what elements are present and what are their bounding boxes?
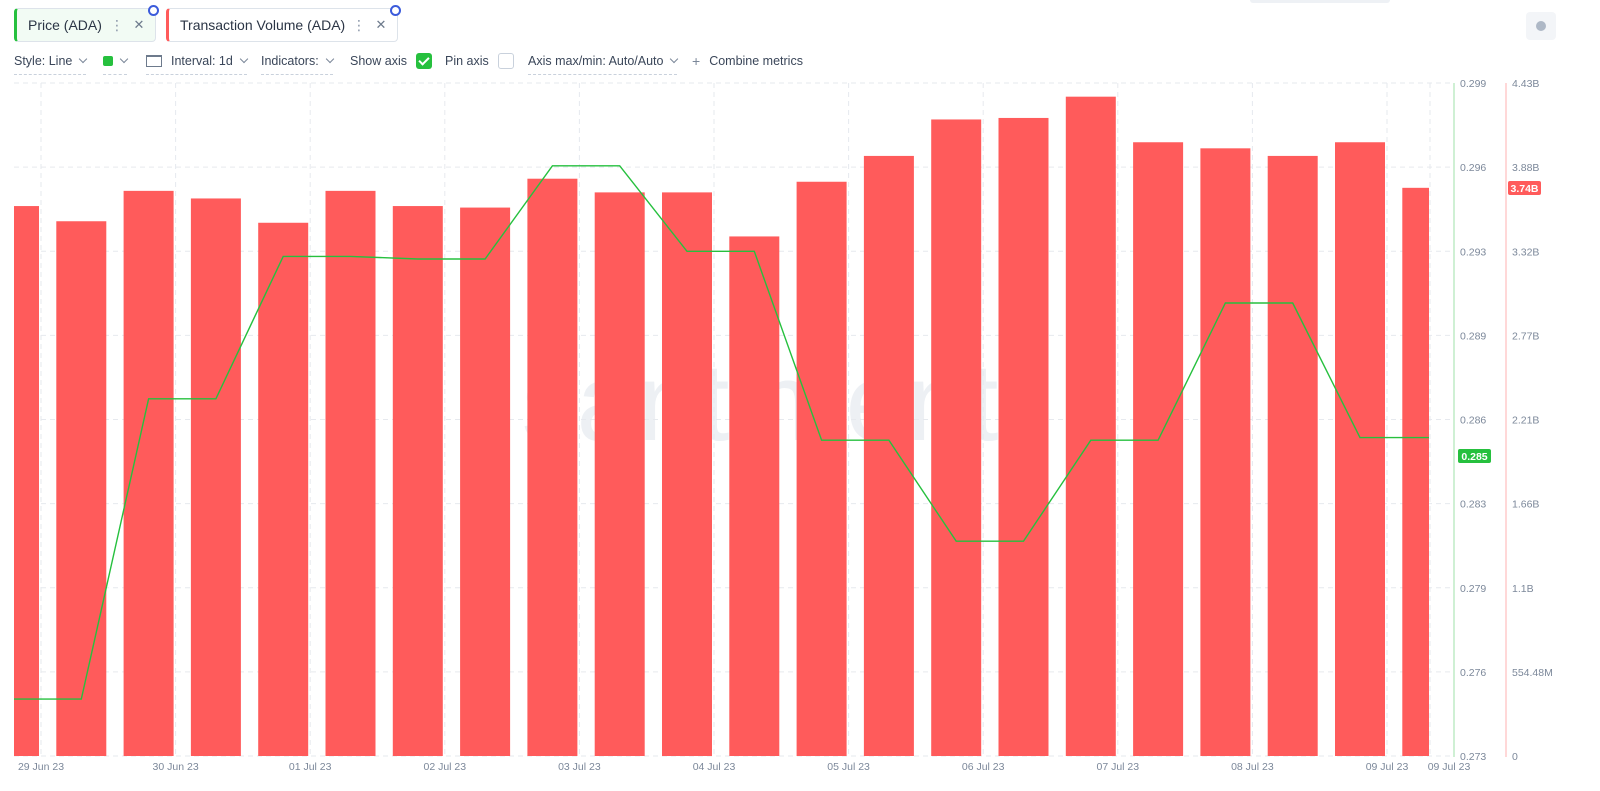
price-tick-label: 0.296 [1460,162,1486,174]
volume-bar [1335,142,1385,757]
volume-tick-label: 2.77B [1512,330,1539,342]
volume-bar [258,222,309,756]
volume-bar [123,190,174,756]
interval-dropdown[interactable]: Interval: 1d [146,52,249,75]
volume-axis: 4.43B 3.88B 3.32B 2.77B 2.21B 1.66B 1.1B 554.48… [1512,78,1553,763]
volume-bar [729,236,780,756]
show-axis-checkbox[interactable] [415,53,432,69]
interval-icon [146,55,162,67]
volume-bar [1402,187,1429,757]
price-tick-label: 0.299 [1460,78,1486,90]
price-tick-label: 0.286 [1460,415,1486,427]
settings-gear-icon[interactable] [148,5,159,16]
price-axis: 0.299 0.296 0.293 0.289 0.286 0.283 0.279 0.276… [1460,78,1486,763]
pin-axis-toggle[interactable]: Pin axis [445,52,514,70]
volume-badge [1508,181,1541,195]
color-swatch [103,56,113,66]
metric-tab-label: Price (ADA) [28,17,102,33]
metric-tab-label: Transaction Volume (ADA) [180,17,346,33]
axis-maxmin-dropdown[interactable]: Axis max/min: Auto/Auto [528,52,679,75]
volume-bar [1065,96,1116,757]
volume-tick-label: 4.43B [1512,78,1539,90]
volume-bar [460,207,511,756]
date-tick-label: 02 Jul 23 [423,761,466,773]
volume-bar [1133,142,1184,757]
volume-bar [796,181,847,756]
pin-axis-checkbox[interactable] [497,53,514,69]
date-tick-label: 09 Jul 23 [1428,761,1471,773]
pin-axis-label: Pin axis [445,54,489,68]
volume-tick-label: 3.32B [1512,246,1539,258]
volume-bar [594,192,645,757]
combine-metrics-button[interactable]: + Combine metrics [692,52,803,70]
date-tick-label: 04 Jul 23 [693,761,736,773]
date-tick-label: 08 Jul 23 [1231,761,1274,773]
volume-tick-label: 554.48M [1512,667,1553,679]
price-badge [1458,449,1491,463]
volume-bar [325,190,376,756]
date-tick-label: 05 Jul 23 [827,761,870,773]
volume-bar [662,192,712,757]
volume-bar [998,117,1049,757]
top-strip [1250,0,1390,3]
close-icon[interactable]: ✕ [375,17,387,32]
price-line [14,165,1429,700]
show-axis-label: Show axis [350,54,407,68]
interval-label: Interval: 1d [171,54,233,68]
date-tick-label: 03 Jul 23 [558,761,601,773]
date-axis: 29 Jun 23 30 Jun 23 01 Jul 23 02 Jul 23 03 J… [18,761,1471,773]
volume-bar [1267,155,1318,756]
indicators-label: Indicators: [261,54,319,68]
price-tick-label: 0.283 [1460,499,1486,511]
color-picker[interactable] [103,52,129,75]
style-label: Style: Line [14,54,73,68]
volume-bar [56,221,107,757]
volume-tick-label: 3.88B [1512,162,1539,174]
price-tick-label: 0.273 [1460,751,1486,763]
volume-tick-label: 1.1B [1512,583,1534,595]
volume-bar [863,155,914,756]
axis-maxmin-label: Axis max/min: Auto/Auto [528,54,664,68]
volume-bar [392,206,443,756]
settings-gear-icon[interactable] [390,5,401,16]
volume-badge-label: 3.74B [1510,183,1538,195]
date-tick-label: 29 Jun 23 [18,761,64,773]
volume-tick-label: 1.66B [1512,499,1539,511]
plus-icon: + [692,53,701,69]
price-tick-label: 0.279 [1460,583,1486,595]
volume-bar [527,178,578,756]
volume-bar [1200,148,1251,756]
price-badge-label: 0.285 [1461,451,1487,463]
date-tick-label: 01 Jul 23 [289,761,332,773]
volume-bar [190,198,241,756]
volume-bar [931,119,982,756]
close-icon[interactable]: ✕ [133,17,145,32]
show-axis-toggle[interactable]: Show axis [350,52,432,70]
indicators-dropdown[interactable]: Indicators: [261,52,334,75]
more-options-icon[interactable]: ⋮ [110,16,124,33]
volume-tick-label: 0 [1512,751,1518,763]
date-tick-label: 06 Jul 23 [962,761,1005,773]
metric-tab-price[interactable]: Price (ADA) ⋮ ✕ [14,5,159,42]
metric-tab-volume[interactable]: Transaction Volume (ADA) ⋮ ✕ [166,5,401,42]
metric-tabs: Price (ADA) ⋮ ✕ Transaction Volume (ADA)… [14,5,401,42]
chart-options-button[interactable] [1526,12,1556,40]
value-badges: 0.285 3.74B [1458,181,1541,463]
date-tick-label: 09 Jul 23 [1366,761,1409,773]
circle-icon [1536,21,1546,31]
more-options-icon[interactable]: ⋮ [352,16,366,33]
price-tick-label: 0.289 [1460,330,1486,342]
volume-tick-label: 2.21B [1512,415,1539,427]
volume-bar [14,206,39,756]
date-tick-label: 07 Jul 23 [1096,761,1139,773]
combine-metrics-label: Combine metrics [709,54,803,68]
date-tick-label: 30 Jun 23 [153,761,199,773]
price-tick-label: 0.293 [1460,246,1486,258]
price-tick-label: 0.276 [1460,667,1486,679]
style-dropdown[interactable]: Style: Line [14,52,88,75]
volume-bars [14,96,1429,757]
